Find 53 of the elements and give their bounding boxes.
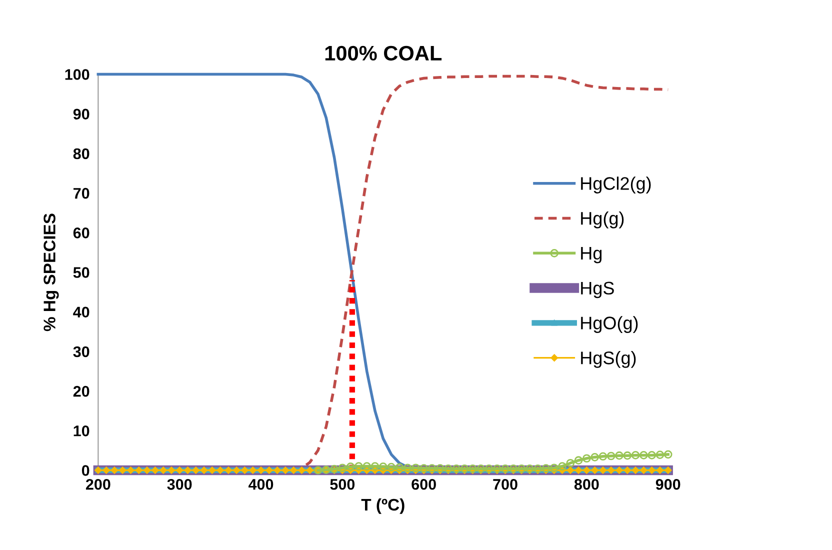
legend-label: HgS bbox=[581, 282, 614, 298]
y-tick-label: 40 bbox=[73, 306, 90, 318]
legend-label: Hg(g) bbox=[581, 212, 624, 228]
point bbox=[640, 451, 648, 460]
y-tick-label: 50 bbox=[73, 267, 90, 278]
point bbox=[606, 452, 616, 460]
x-axis-title: T (ºC) bbox=[361, 498, 404, 514]
y-tick-label: 100 bbox=[65, 69, 90, 80]
point bbox=[387, 462, 396, 472]
x-tick-label: 600 bbox=[412, 478, 436, 490]
y-tick-label: 0 bbox=[82, 465, 90, 476]
point bbox=[566, 458, 575, 468]
point bbox=[354, 462, 363, 470]
x-tick-label: 800 bbox=[574, 478, 599, 490]
point bbox=[346, 462, 355, 471]
point bbox=[378, 462, 388, 471]
point bbox=[664, 450, 672, 459]
point bbox=[395, 463, 404, 472]
point bbox=[590, 453, 599, 462]
point bbox=[648, 451, 656, 460]
point bbox=[403, 464, 412, 472]
y-tick-label: 30 bbox=[73, 346, 90, 358]
point bbox=[574, 456, 583, 465]
y-tick-label: 80 bbox=[73, 148, 90, 160]
y-tick-label: 60 bbox=[73, 228, 90, 238]
point bbox=[656, 450, 664, 459]
point bbox=[615, 451, 624, 460]
point bbox=[558, 462, 566, 470]
legend-label: HgCl2(g) bbox=[581, 176, 651, 194]
y-tick-label: 10 bbox=[74, 426, 90, 436]
point bbox=[598, 452, 608, 461]
y-tick-label: 90 bbox=[73, 108, 90, 120]
legend-label: HgO(g) bbox=[581, 316, 638, 333]
y-tick-label: 20 bbox=[73, 386, 90, 397]
point bbox=[338, 464, 347, 472]
x-tick-label: 300 bbox=[167, 478, 192, 490]
x-tick-label: 500 bbox=[330, 478, 355, 490]
point bbox=[362, 462, 372, 470]
legend-label: Hg bbox=[581, 247, 602, 264]
point bbox=[623, 451, 632, 460]
y-tick-label: 70 bbox=[74, 188, 90, 199]
chart-title: 100% COAL bbox=[325, 46, 442, 61]
point bbox=[370, 462, 380, 470]
x-tick-label: 900 bbox=[656, 478, 680, 490]
legend-label: HgS(g) bbox=[581, 351, 636, 368]
point bbox=[412, 464, 420, 472]
point bbox=[550, 464, 558, 472]
point bbox=[631, 451, 640, 460]
point bbox=[582, 454, 591, 463]
y-axis-title: % Hg SPECIES bbox=[44, 214, 59, 332]
x-tick-label: 700 bbox=[493, 478, 518, 490]
x-tick-label: 400 bbox=[248, 478, 274, 490]
x-tick-label: 200 bbox=[86, 478, 110, 490]
